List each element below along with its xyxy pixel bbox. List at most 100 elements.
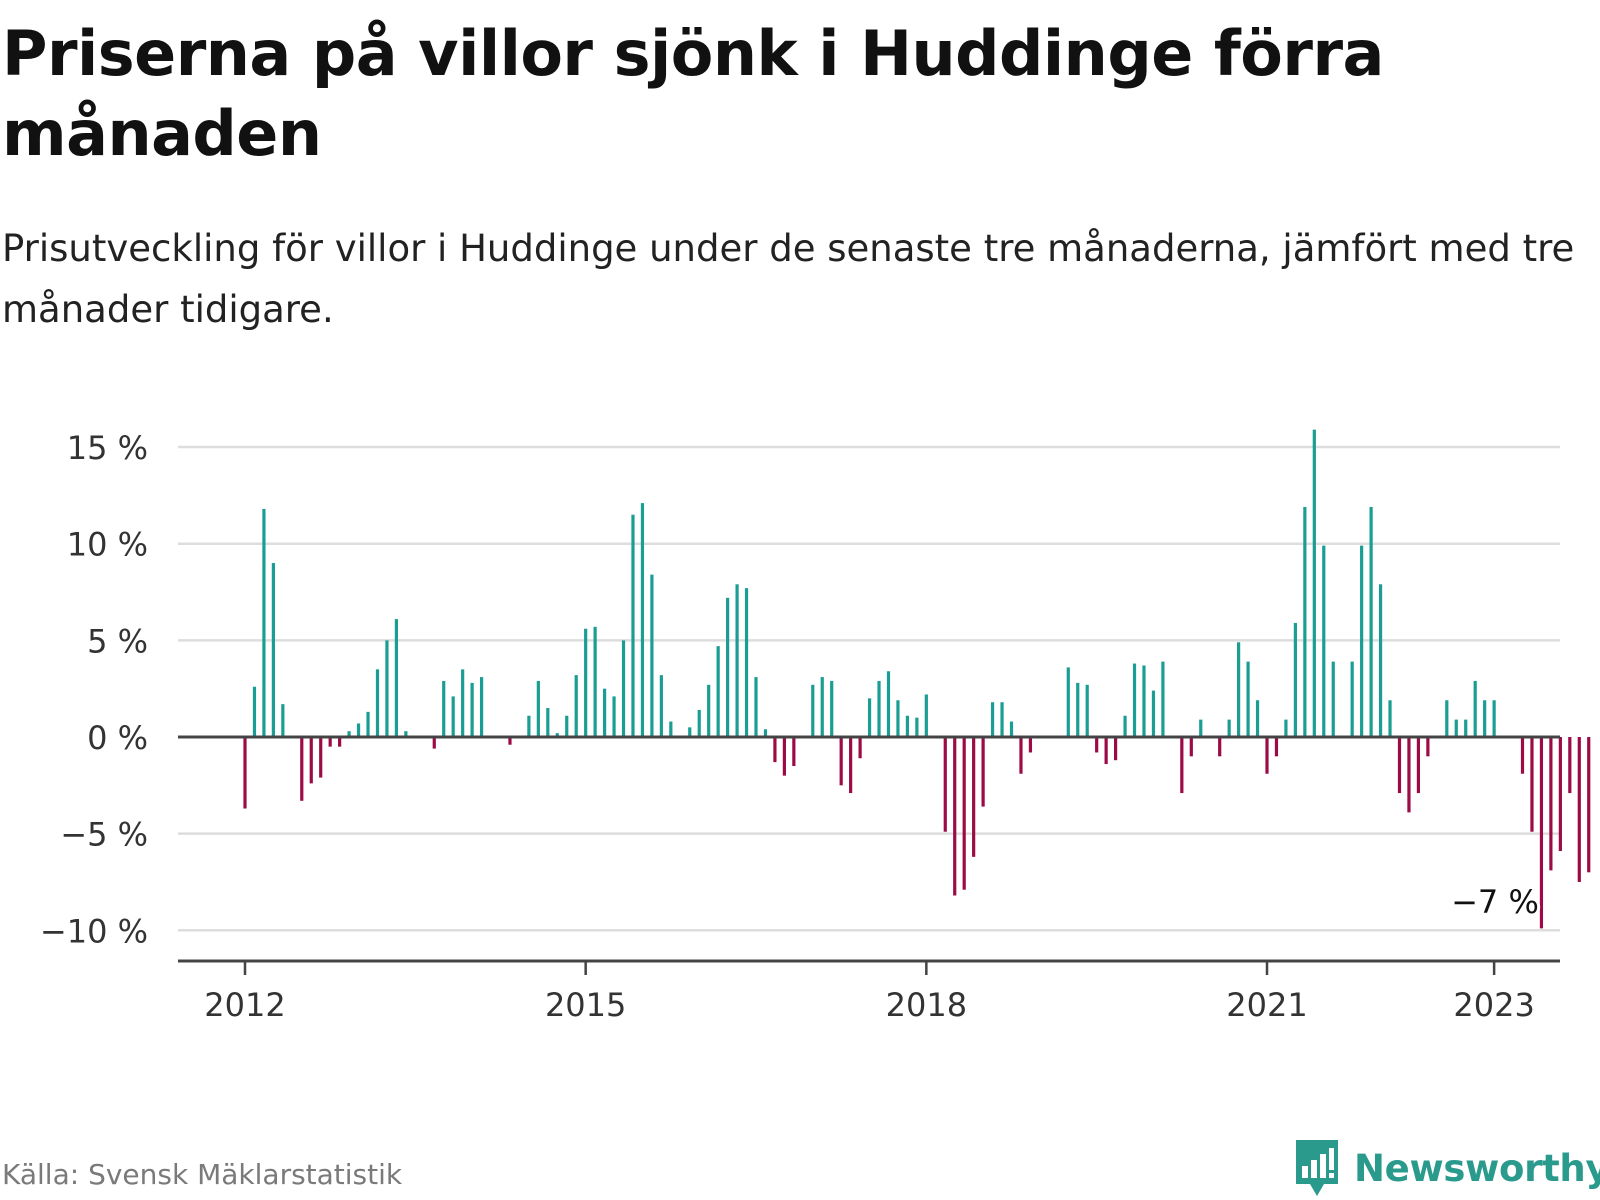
bar: [763, 729, 768, 737]
brand-name: Newsworthy: [1354, 1146, 1600, 1190]
bar: [631, 514, 635, 737]
bar: [1009, 721, 1014, 737]
bar: [1369, 506, 1373, 737]
bar: [432, 737, 436, 749]
bar: [792, 737, 796, 766]
bar: [621, 640, 626, 737]
bar: [1464, 719, 1468, 737]
bar: [1378, 584, 1383, 737]
bar: [839, 737, 843, 786]
bar: [1549, 737, 1553, 871]
price-change-chart: 15 % 10 % 5 % 0 % −5 % −10 % 2012 2015 2018 2021 2…: [40, 429, 1591, 1024]
bar: [319, 737, 323, 778]
bar: [782, 737, 786, 776]
bar: [1426, 737, 1430, 757]
last-value-annotation: −7 %: [1451, 883, 1539, 921]
bar: [640, 503, 645, 737]
chart-title: Priserna på villor sjönk i Huddinge förr…: [2, 17, 1384, 170]
bar: [309, 737, 313, 784]
bar: [697, 709, 701, 737]
bar: [735, 584, 739, 737]
bar: [375, 669, 380, 737]
bar: [1492, 700, 1496, 737]
bar: [1180, 737, 1184, 794]
bar: [1189, 737, 1193, 757]
bar: [1407, 737, 1411, 813]
bar: [602, 688, 607, 737]
bar: [1558, 737, 1562, 852]
source-note: Källa: Svensk Mäklarstatistik: [2, 1158, 403, 1191]
bar: [479, 677, 484, 737]
bar: [1360, 545, 1364, 737]
bar: [905, 715, 910, 737]
bar: [972, 737, 976, 857]
y-tick-label: 0 %: [87, 719, 148, 757]
bar: [442, 680, 446, 737]
bar: [527, 715, 531, 737]
bar: [366, 711, 370, 737]
bar: [243, 737, 247, 809]
bar: [726, 597, 730, 737]
bar: [1161, 661, 1165, 737]
bar: [877, 680, 881, 737]
bar: [1066, 667, 1070, 737]
x-tick-label: 2012: [204, 986, 285, 1024]
bar: [1076, 682, 1080, 737]
bar: [924, 694, 928, 737]
bar: [1227, 719, 1231, 737]
bar: [754, 677, 758, 737]
bar: [1397, 737, 1402, 794]
brand-logo: Newsworthy: [1292, 1136, 1600, 1200]
bar: [1218, 737, 1222, 757]
bar: [1445, 700, 1449, 737]
bar: [508, 737, 512, 745]
bar: [1151, 690, 1156, 737]
bar: [1293, 622, 1297, 737]
bar: [1587, 737, 1591, 873]
bar: [915, 717, 919, 737]
bar: [338, 737, 342, 747]
bar: [470, 682, 474, 737]
bar: [650, 574, 654, 737]
bar: [1520, 737, 1525, 774]
bar: [849, 737, 853, 794]
bar: [1113, 737, 1118, 761]
bar: [1255, 700, 1260, 737]
bar: [1577, 737, 1581, 882]
bar: [1246, 661, 1250, 737]
bar-chart-speech-bubble-icon: [1296, 1140, 1338, 1196]
bar: [404, 731, 408, 737]
bar: [707, 684, 711, 737]
bar: [1322, 545, 1326, 737]
bar: [1331, 661, 1335, 737]
bar: [943, 737, 947, 832]
bar: [461, 669, 465, 737]
bar: [981, 737, 985, 807]
bar: [1416, 737, 1421, 794]
bar: [1539, 737, 1544, 929]
bar: [612, 696, 616, 737]
bar: [1142, 665, 1146, 737]
bar: [1000, 702, 1004, 737]
bar: [811, 684, 815, 737]
bar: [1028, 737, 1033, 753]
bar: [1303, 506, 1307, 737]
bar: [574, 675, 578, 737]
bar: [886, 671, 891, 737]
bar: [1199, 719, 1203, 737]
bar: [773, 737, 777, 763]
bar: [252, 686, 257, 737]
bar: [385, 640, 389, 737]
y-tick-label: −10 %: [40, 912, 148, 950]
bar: [593, 626, 597, 737]
bar: [356, 723, 361, 737]
bar: [867, 698, 872, 737]
bar: [962, 737, 966, 890]
bar: [1132, 663, 1137, 737]
bar: [1284, 719, 1288, 737]
bar: [262, 508, 266, 737]
bar: [1095, 737, 1099, 753]
bar: [1019, 737, 1023, 774]
bar: [451, 696, 455, 737]
bar: [281, 704, 285, 737]
